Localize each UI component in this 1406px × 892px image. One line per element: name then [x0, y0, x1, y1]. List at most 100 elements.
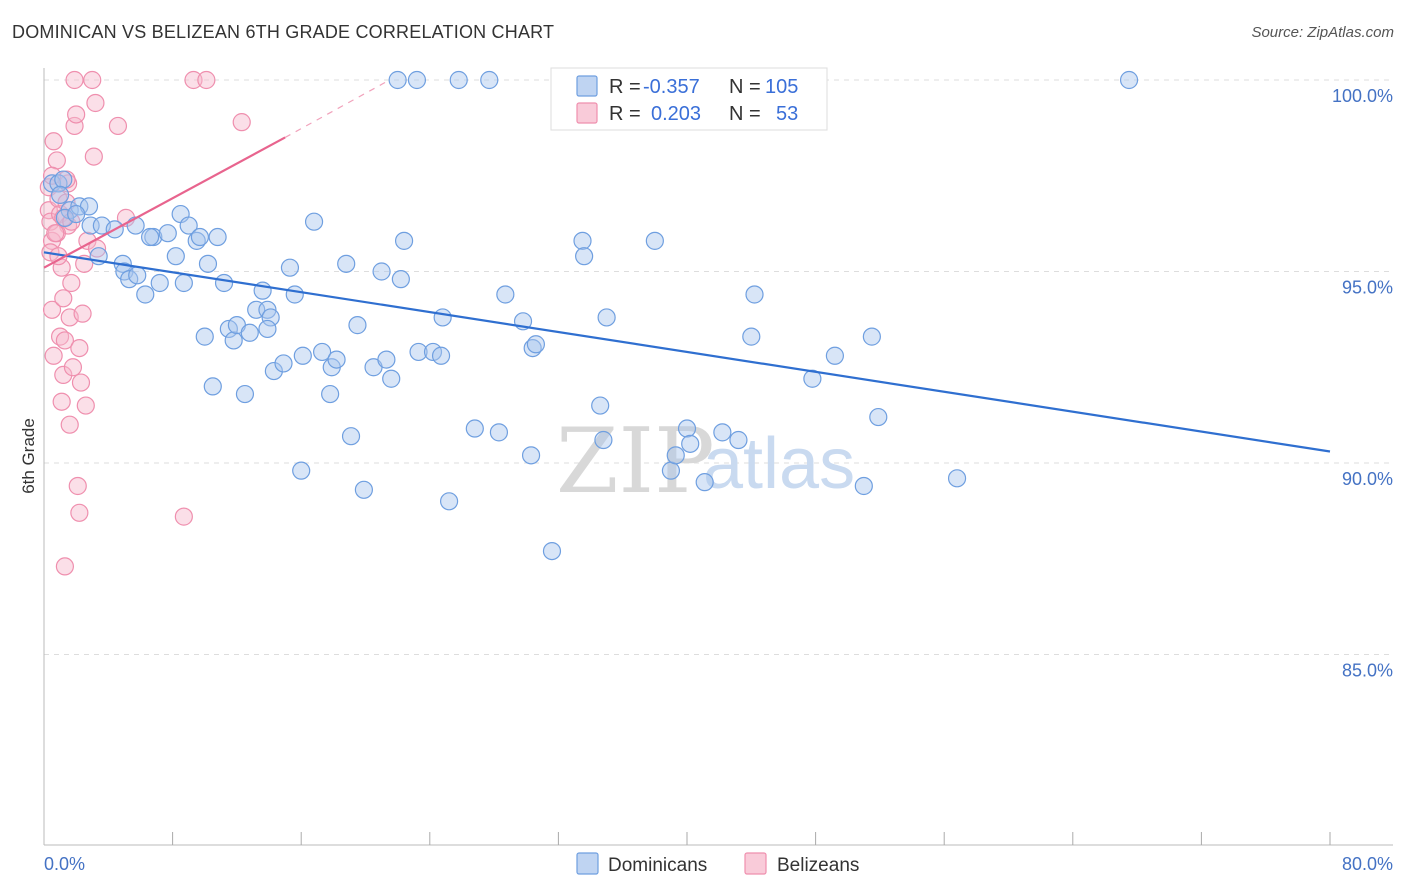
belizeans-point [232, 113, 251, 132]
dominicans-point [274, 354, 293, 373]
belizeans-point [55, 331, 74, 350]
dominicans-point [661, 461, 681, 480]
dominicans-point [198, 254, 218, 273]
belizeans-point [65, 116, 84, 136]
legend-n-label-dominicans: N = [729, 76, 761, 98]
chart-title: DOMINICAN VS BELIZEAN 6TH GRADE CORRELAT… [12, 22, 555, 42]
belizeans-point [47, 151, 66, 170]
stats-legend: R = -0.357 N = 105 R = 0.203 N = 53 [550, 67, 828, 131]
dominicans-point [321, 384, 340, 404]
dominicans-point [433, 308, 452, 327]
dominicans-point [235, 384, 255, 404]
dominicans-point [312, 342, 332, 362]
legend-n-value-dominicans: 105 [765, 76, 798, 98]
dominicans-point [407, 70, 427, 90]
dominicans-point [825, 346, 844, 365]
dominicans-point [542, 541, 562, 561]
belizeans-point [83, 70, 102, 90]
dominicans-point [377, 350, 396, 369]
y-tick-label: 95.0% [1342, 278, 1393, 298]
dominicans-point [195, 327, 214, 346]
dominicans-trend-line [43, 251, 1331, 453]
legend-swatch-dominicans [576, 75, 598, 97]
belizeans-point [46, 224, 65, 243]
dominicans-point [55, 208, 74, 227]
belizeans-point [55, 557, 74, 576]
belizeans-point [52, 392, 71, 411]
dominicans-point [947, 469, 967, 488]
dominicans-point [174, 273, 193, 293]
dominicans-point [337, 254, 356, 273]
belizeans-point [76, 396, 95, 415]
dominicans-point [264, 361, 283, 381]
dominicans-point [261, 308, 280, 327]
dominicans-point [354, 480, 373, 499]
dominicans-point [208, 227, 227, 247]
dominicans-point [431, 346, 451, 365]
dominicans-point [388, 70, 407, 90]
dominicans-point [292, 461, 311, 480]
dominicans-point [645, 231, 664, 250]
y-tick-label: 85.0% [1342, 661, 1393, 681]
dominicans-point [179, 216, 198, 235]
dominicans-point [126, 216, 145, 235]
dominicans-point [224, 331, 243, 350]
dominicans-point [666, 446, 685, 465]
belizeans-trend-line [43, 136, 286, 269]
belizeans-point [44, 346, 63, 365]
dominicans-point [394, 231, 414, 250]
dominicans-point [214, 273, 234, 293]
y-axis-label: 6th Grade [19, 418, 38, 494]
dominicans-point [526, 335, 545, 354]
x-tick-label-min: 0.0% [44, 854, 85, 874]
dominicans-point [677, 419, 697, 438]
dominicans-point [597, 308, 616, 327]
bottom-legend-swatch-dominicans [576, 852, 599, 875]
dominicans-point [591, 396, 610, 415]
dominicans-point [67, 204, 86, 224]
dominicans-point [496, 285, 515, 304]
dominicans-point [409, 342, 428, 362]
legend-r-value-dominicans: -0.357 [643, 76, 700, 98]
belizeans-point [63, 358, 83, 377]
dominicans-point [681, 434, 700, 453]
watermark-atlas: atlas [703, 424, 855, 504]
belizeans-point [86, 93, 105, 113]
belizeans-point [70, 503, 89, 522]
bottom-legend-swatch-belizeans [744, 852, 767, 875]
belizeans-point [108, 116, 128, 136]
y-tick-label: 100.0% [1332, 86, 1393, 106]
dominicans-point [489, 423, 509, 442]
dominicans-point [348, 316, 367, 335]
legend-n-label-belizeans: N = [729, 103, 761, 125]
x-tick-label-max: 80.0% [1342, 854, 1393, 874]
belizeans-point [54, 365, 73, 385]
dominicans-point [862, 327, 881, 346]
belizeans-points [39, 70, 251, 576]
dominicans-point [745, 285, 764, 304]
dominicans-point [136, 285, 155, 304]
belizeans-trend-extension [284, 79, 390, 138]
belizeans-point [73, 304, 92, 323]
belizeans-point [42, 300, 62, 319]
dominicans-point [293, 346, 312, 365]
dominicans-point [258, 319, 277, 339]
dominicans-point [869, 407, 888, 427]
dominicans-point [140, 227, 160, 247]
legend-r-value-belizeans: 0.203 [651, 103, 701, 125]
dominicans-point [304, 212, 324, 231]
bottom-legend-label-belizeans: Belizeans [777, 855, 859, 876]
y-tick-labels: 85.0% 90.0% 95.0% 100.0% [1332, 86, 1393, 681]
dominicans-point [203, 377, 222, 396]
dominicans-point [521, 446, 541, 465]
dominicans-point [150, 273, 169, 293]
dominicans-point [158, 224, 177, 243]
dominicans-point [391, 270, 410, 289]
legend-n-value-belizeans: 53 [776, 103, 798, 125]
legend-r-label-belizeans: R = [609, 103, 641, 125]
source-label: Source: ZipAtlas.com [1251, 24, 1394, 41]
belizeans-point [44, 132, 63, 151]
dominicans-point [575, 247, 594, 266]
dominicans-point [729, 430, 748, 450]
